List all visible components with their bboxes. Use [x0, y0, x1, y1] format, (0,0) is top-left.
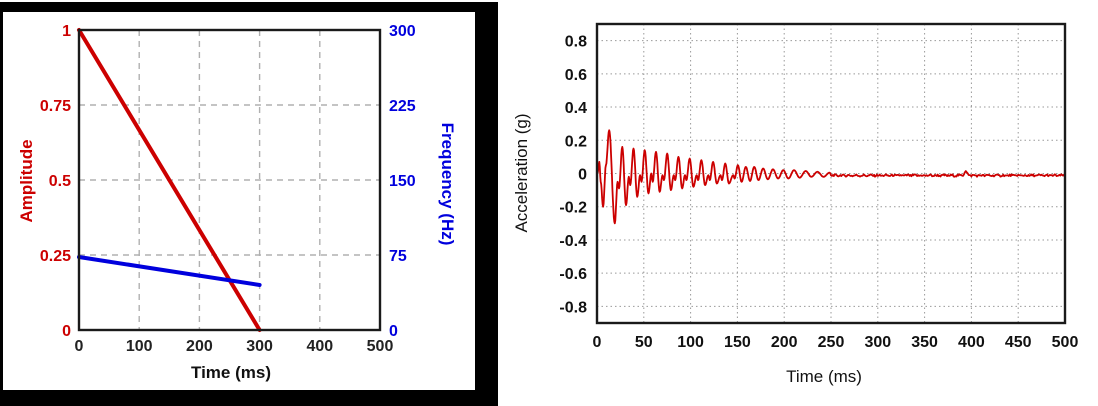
right-chart-x-tick-label: 150 [724, 334, 751, 351]
left-chart-frequency-axis-title: Frequency (Hz) [438, 122, 457, 246]
left-chart-frequency-tick-label: 150 [389, 173, 416, 190]
right-chart-x-tick-label: 250 [818, 334, 845, 351]
left-chart-amplitude-tick-label: 0.25 [40, 248, 71, 265]
right-chart-x-tick-label: 400 [958, 334, 985, 351]
right-chart-x-tick-label: 50 [635, 334, 653, 351]
left-chart-frequency-tick-label: 75 [389, 248, 407, 265]
right-chart-y-tick-label: -0.2 [559, 200, 587, 217]
right-chart-y-tick-label: 0 [578, 167, 587, 184]
left-chart-x-tick-label: 200 [186, 338, 213, 355]
left-chart-x-tick-label: 300 [246, 338, 273, 355]
right-chart-y-tick-label: 0.6 [565, 67, 587, 84]
left-chart-x-tick-label: 0 [75, 338, 84, 355]
right-chart-x-tick-label: 200 [771, 334, 798, 351]
right-chart-x-tick-label: 350 [911, 334, 938, 351]
left-chart-frequency-tick-label: 300 [389, 23, 416, 40]
right-chart-acceleration-trace [596, 129, 1066, 225]
left-chart-x-tick-label: 500 [367, 338, 394, 355]
left-chart-amplitude-axis-title: Amplitude [17, 139, 36, 223]
left-chart-frequency-tick-label: 0 [389, 323, 398, 340]
left-chart-x-tick-label: 400 [306, 338, 333, 355]
right-chart-frame [595, 22, 1067, 325]
left-panel-frame [0, 2, 498, 406]
left-chart-amplitude-tick-label: 1 [62, 23, 71, 40]
right-chart-y-tick-label: 0.2 [565, 133, 587, 150]
right-chart-y-tick-label: -0.6 [559, 266, 587, 283]
left-chart-frequency-tick-label: 225 [389, 98, 416, 115]
left-chart-x-axis-title: Time (ms) [191, 363, 271, 382]
right-chart-x-tick-label: 450 [1005, 334, 1032, 351]
right-chart-y-tick-label: 0.4 [565, 100, 587, 117]
right-chart-y-tick-label: 0.8 [565, 34, 587, 51]
left-chart-x-tick-label: 100 [126, 338, 153, 355]
left-chart-frequency-line [77, 255, 262, 287]
right-chart-x-tick-label: 300 [864, 334, 891, 351]
right-chart-y-axis-title: Acceleration (g) [512, 113, 531, 233]
right-chart-x-tick-label: 100 [677, 334, 704, 351]
left-chart-amplitude-tick-label: 0.5 [49, 173, 71, 190]
right-chart-y-tick-label: -0.8 [559, 299, 587, 316]
left-chart-amplitude-tick-label: 0.75 [40, 98, 71, 115]
right-chart-y-tick-label: -0.4 [559, 233, 587, 250]
left-chart-frame [77, 28, 382, 332]
left-chart-amplitude-tick-label: 0 [62, 323, 71, 340]
right-chart-x-tick-label: 0 [593, 334, 602, 351]
right-chart-x-tick-label: 500 [1052, 334, 1079, 351]
right-chart-x-axis-title: Time (ms) [786, 367, 862, 386]
